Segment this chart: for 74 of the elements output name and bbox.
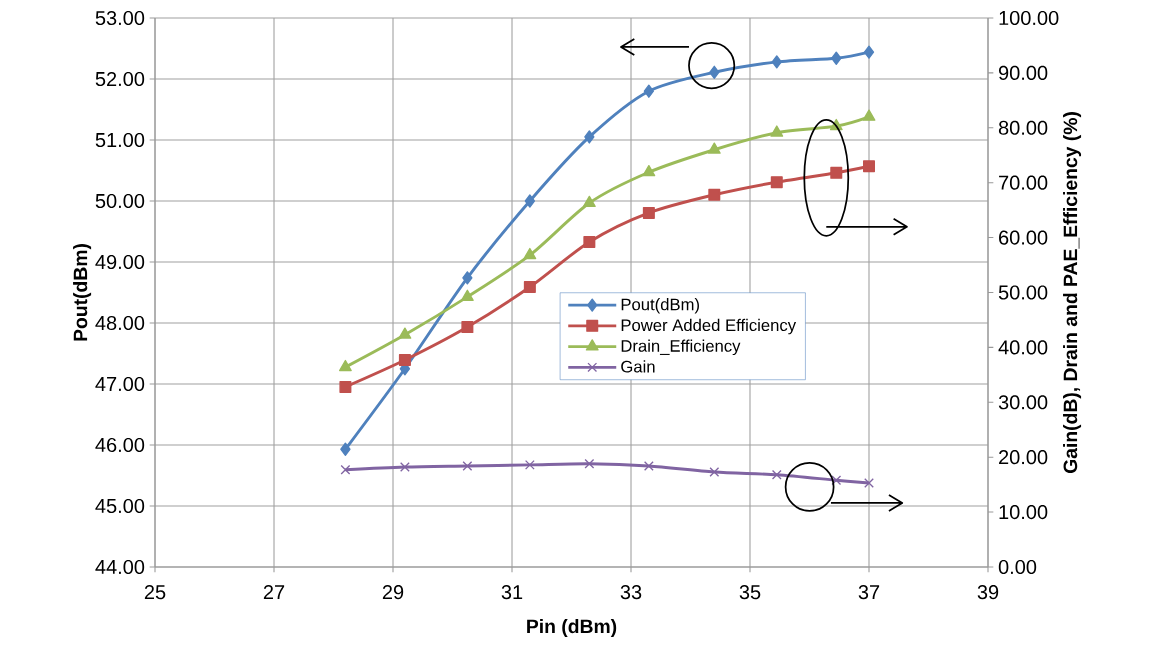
y-tick-label: 52.00	[95, 71, 145, 87]
point	[709, 65, 720, 79]
point	[583, 235, 596, 248]
point	[771, 55, 782, 69]
point	[340, 442, 351, 456]
y2-tick-label: 10.00	[999, 505, 1048, 520]
point	[398, 354, 411, 367]
y2-tick-label: 0.00	[998, 559, 1037, 575]
y2-tick-label: 100.00	[999, 10, 1059, 26]
y-tick-label: 53.00	[95, 10, 145, 26]
point	[524, 194, 536, 208]
point	[524, 459, 535, 470]
y2-tick-label: 30.00	[998, 395, 1048, 410]
point	[830, 166, 843, 179]
point	[584, 130, 595, 144]
point	[584, 458, 595, 469]
point	[523, 247, 537, 260]
x-tick-label: 39	[977, 585, 999, 600]
point	[643, 461, 654, 471]
point	[708, 188, 721, 201]
legend-label: Gain	[621, 360, 655, 373]
point	[460, 289, 474, 301]
point	[399, 462, 410, 472]
point	[643, 84, 655, 98]
y-tick-label: 44.00	[95, 559, 145, 575]
x-tick-label: 31	[501, 585, 523, 600]
legend-label: Power Added Efficiency	[621, 318, 797, 335]
point	[709, 467, 720, 477]
y-tick-label: 48.00	[95, 315, 145, 331]
point	[831, 51, 842, 65]
y2-tick-label: 20.00	[999, 450, 1048, 465]
point	[339, 380, 352, 393]
legend-label: Drain_Efficiency	[621, 339, 741, 356]
point	[770, 125, 784, 137]
point	[462, 461, 473, 471]
point	[831, 475, 842, 486]
x-tick-label: 37	[858, 585, 880, 600]
point	[523, 280, 536, 293]
x-axis-title: Pin (dBm)	[527, 619, 617, 638]
point	[707, 142, 721, 154]
x-tick-label: 33	[620, 585, 642, 600]
y-tick-label: 45.00	[95, 498, 145, 514]
point	[770, 176, 783, 189]
point	[863, 160, 876, 173]
point	[398, 327, 412, 339]
x-tick-label: 27	[263, 585, 285, 599]
point	[461, 321, 474, 334]
point	[338, 359, 352, 372]
y2-tick-label: 80.00	[998, 120, 1048, 135]
y-tick-label: 46.00	[95, 437, 145, 453]
y2-tick-label: 50.00	[998, 285, 1048, 300]
point	[340, 464, 351, 475]
point	[864, 478, 874, 488]
y-tick-label: 47.00	[95, 376, 145, 392]
y2-axis-title: Gain(dB), Drain and PAE_Efficiency (%)	[1063, 112, 1082, 474]
point	[862, 109, 876, 121]
y-tick-label: 51.00	[95, 132, 145, 148]
x-tick-label: 29	[382, 585, 404, 600]
y2-tick-label: 90.00	[998, 65, 1048, 80]
x-tick-label: 35	[739, 585, 761, 600]
legend-label: Pout(dBm)	[621, 298, 699, 314]
point	[582, 195, 596, 207]
y2-tick-label: 40.00	[998, 340, 1048, 355]
point	[462, 271, 473, 285]
y2-tick-label: 60.00	[999, 230, 1048, 245]
point	[642, 206, 655, 219]
point	[642, 164, 656, 177]
y2-tick-label: 70.00	[999, 175, 1048, 190]
x-tick-label: 25	[144, 585, 166, 600]
y-axis-title: Pout(dBm)	[73, 244, 92, 341]
point	[771, 469, 782, 480]
y-tick-label: 50.00	[95, 193, 145, 209]
point	[863, 45, 875, 59]
y-tick-label: 49.00	[95, 254, 145, 270]
